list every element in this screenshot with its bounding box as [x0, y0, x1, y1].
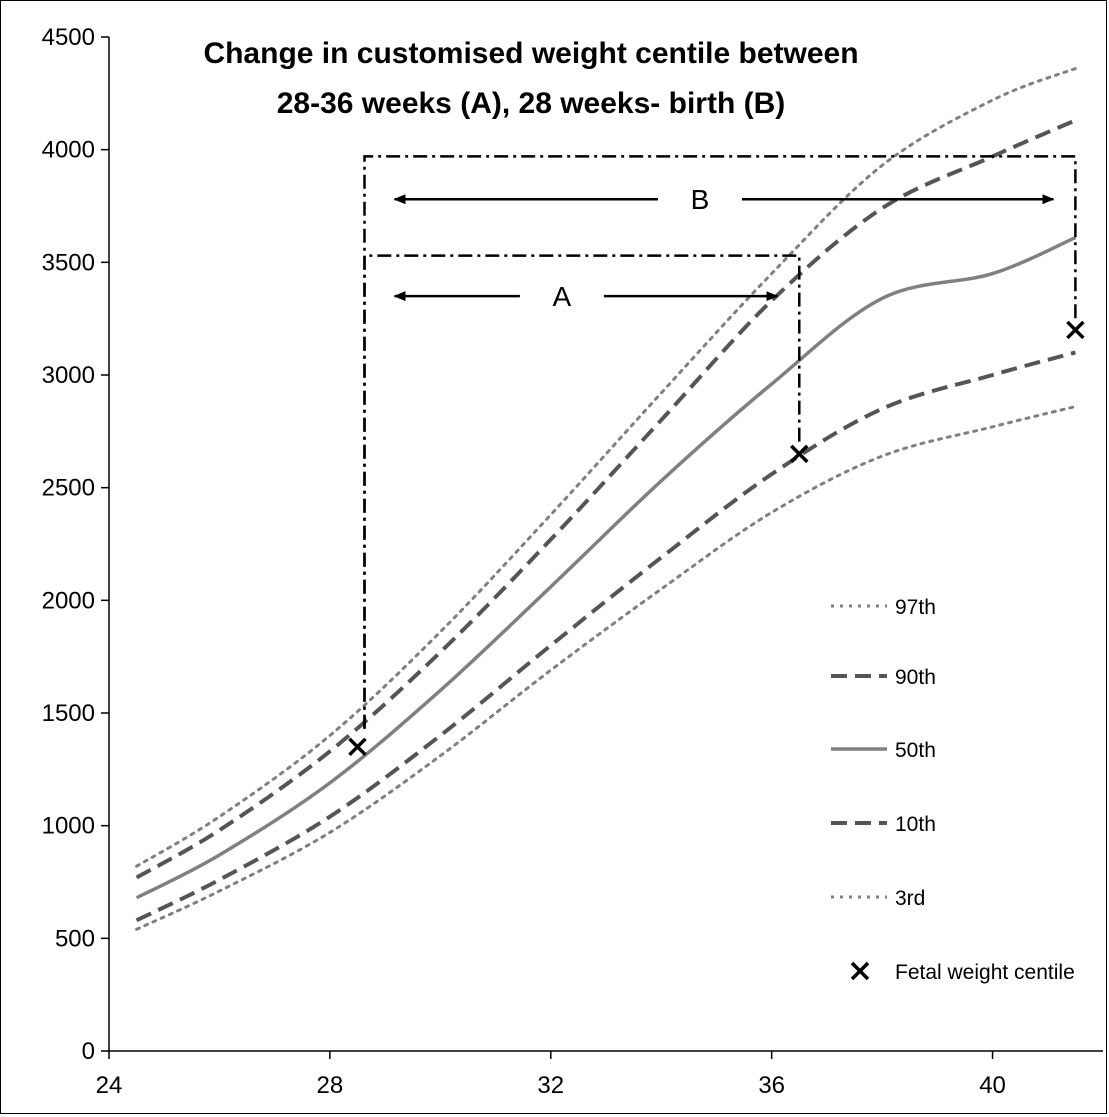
- legend: 97th 90th 50th 10th 3rd Fetal weight centile: [831, 596, 1075, 984]
- legend-label-97th: 97th: [895, 596, 936, 619]
- series-line-10th: [135, 350, 1076, 923]
- fetal-weight-point: [348, 737, 367, 757]
- series-line-3rd: [135, 405, 1077, 931]
- chart-title: Change in customised weight centile betw…: [203, 37, 858, 70]
- bracket-B: [363, 155, 1077, 729]
- legend-label-90th: 90th: [895, 666, 936, 689]
- x-tick-label: 28: [317, 1072, 344, 1099]
- fetal-weight-point: [790, 444, 809, 464]
- point-stroke: [1066, 320, 1085, 340]
- bracket-label-B: B: [691, 184, 710, 215]
- y-tick-label: 0: [82, 1038, 95, 1065]
- y-tick-label: 3000: [42, 362, 95, 389]
- chart-subtitle: 28-36 weeks (A), 28 weeks- birth (B): [277, 87, 786, 120]
- series-line-50th: [135, 235, 1077, 900]
- x-tick-label: 24: [96, 1072, 123, 1099]
- y-tick-label: 1500: [42, 700, 95, 727]
- point-stroke: [348, 737, 367, 757]
- legend-label-10th: 10th: [895, 813, 936, 836]
- legend-label-3rd: 3rd: [895, 887, 925, 910]
- x-tick-label: 32: [537, 1072, 564, 1099]
- y-tick-label: 2000: [42, 587, 95, 614]
- y-tick-label: 500: [55, 925, 95, 952]
- x-tick-label: 36: [758, 1072, 785, 1099]
- bracket-label-A: A: [553, 281, 572, 312]
- interval-brackets: AB: [363, 155, 1077, 729]
- series-line-97th: [135, 67, 1077, 868]
- fetal-weight-points: [348, 320, 1085, 757]
- point-stroke: [790, 444, 809, 464]
- x-tick-label: 40: [979, 1072, 1006, 1099]
- axes: 0 500 1000 1500 2000 2500 3000 3500 4000 4500 24 28…: [42, 24, 1103, 1099]
- y-tick-label: 4000: [42, 137, 95, 164]
- y-tick-label: 4500: [42, 24, 95, 51]
- y-tick-label: 1000: [42, 813, 95, 840]
- fetal-weight-point: [1066, 320, 1085, 340]
- y-tick-label: 3500: [42, 249, 95, 276]
- series-line-90th: [135, 118, 1077, 880]
- bracket-A: [363, 254, 801, 729]
- y-tick-label: 2500: [42, 475, 95, 502]
- legend-label-50th: 50th: [895, 739, 936, 762]
- legend-label-fetal-weight: Fetal weight centile: [895, 961, 1075, 984]
- legend-marker-x: [850, 961, 870, 981]
- centile-curves: [135, 67, 1077, 931]
